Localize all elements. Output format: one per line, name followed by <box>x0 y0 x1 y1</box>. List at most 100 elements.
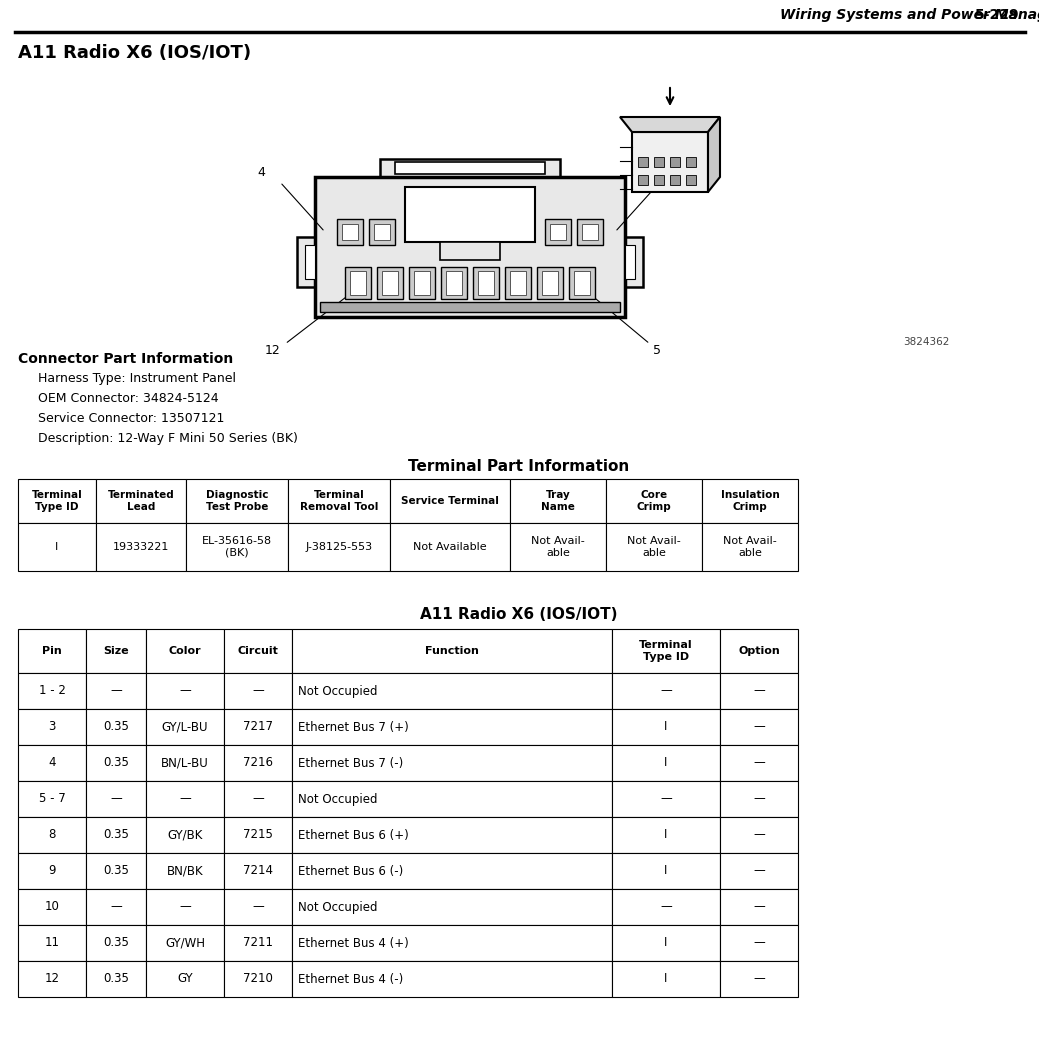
Bar <box>654 157 664 167</box>
Bar <box>720 961 798 997</box>
Bar <box>146 745 224 781</box>
Text: Core
Crimp: Core Crimp <box>637 491 671 512</box>
Bar <box>686 157 696 167</box>
Bar <box>337 219 363 245</box>
Bar <box>18 629 86 673</box>
Bar <box>315 177 625 317</box>
Text: I: I <box>664 721 668 733</box>
Text: 19333221: 19333221 <box>113 542 169 552</box>
Bar <box>720 709 798 745</box>
Bar <box>186 523 288 571</box>
Bar <box>702 523 798 571</box>
Bar <box>625 237 643 287</box>
Bar <box>510 523 606 571</box>
Text: —: — <box>110 684 122 698</box>
Bar <box>146 889 224 925</box>
Text: Ethernet Bus 6 (-): Ethernet Bus 6 (-) <box>298 865 403 877</box>
Bar <box>612 925 720 961</box>
Text: —: — <box>179 792 191 806</box>
Text: —: — <box>753 936 765 950</box>
Bar <box>720 629 798 673</box>
Bar <box>146 853 224 889</box>
Text: —: — <box>660 792 672 806</box>
Text: 7214: 7214 <box>243 865 273 877</box>
Bar <box>18 781 86 817</box>
Bar <box>224 961 292 997</box>
Bar <box>390 479 510 523</box>
Bar <box>315 177 625 317</box>
Bar <box>612 673 720 709</box>
Text: —: — <box>110 900 122 914</box>
Bar <box>292 709 612 745</box>
Bar <box>18 889 86 925</box>
Bar <box>537 267 563 299</box>
Text: 5 - 7: 5 - 7 <box>38 792 65 806</box>
Text: —: — <box>753 684 765 698</box>
Bar <box>510 271 526 295</box>
Text: 7211: 7211 <box>243 936 273 950</box>
Bar <box>86 745 146 781</box>
Bar <box>350 271 366 295</box>
Bar <box>606 479 702 523</box>
Text: 7216: 7216 <box>243 757 273 769</box>
Bar <box>288 479 390 523</box>
Bar <box>18 745 86 781</box>
Bar <box>292 889 612 925</box>
Bar <box>305 245 315 279</box>
Text: A11 Radio X6 (IOS/IOT): A11 Radio X6 (IOS/IOT) <box>18 44 251 62</box>
Bar <box>720 817 798 853</box>
Bar <box>292 673 612 709</box>
Bar <box>409 267 435 299</box>
Bar <box>720 925 798 961</box>
Bar <box>369 219 395 245</box>
Bar <box>146 709 224 745</box>
Text: 5-229: 5-229 <box>976 8 1020 22</box>
Polygon shape <box>708 117 720 192</box>
Text: Terminal
Type ID: Terminal Type ID <box>639 640 693 662</box>
Bar <box>224 745 292 781</box>
Bar <box>478 271 494 295</box>
Text: J-38125-553: J-38125-553 <box>305 542 373 552</box>
Text: Not Avail-
able: Not Avail- able <box>723 536 777 558</box>
Text: I: I <box>664 865 668 877</box>
Bar <box>612 853 720 889</box>
Bar <box>390 523 510 571</box>
Text: Ethernet Bus 6 (+): Ethernet Bus 6 (+) <box>298 829 408 841</box>
Text: 0.35: 0.35 <box>103 721 129 733</box>
Text: 0.35: 0.35 <box>103 865 129 877</box>
Bar <box>146 925 224 961</box>
Bar <box>374 224 390 240</box>
Text: Connector Part Information: Connector Part Information <box>18 352 233 366</box>
Text: 7210: 7210 <box>243 973 273 985</box>
Text: I: I <box>664 936 668 950</box>
Bar <box>18 673 86 709</box>
Bar <box>612 889 720 925</box>
Bar <box>18 817 86 853</box>
Bar <box>18 853 86 889</box>
Bar <box>86 889 146 925</box>
Bar <box>632 132 708 192</box>
Text: GY/BK: GY/BK <box>167 829 203 841</box>
Text: 0.35: 0.35 <box>103 973 129 985</box>
Text: GY/WH: GY/WH <box>165 936 205 950</box>
Bar <box>345 267 371 299</box>
Text: A11 Radio X6 (IOS/IOT): A11 Radio X6 (IOS/IOT) <box>420 607 618 622</box>
Text: —: — <box>179 684 191 698</box>
Text: Insulation
Crimp: Insulation Crimp <box>721 491 779 512</box>
Text: 4: 4 <box>257 166 265 178</box>
Bar <box>612 817 720 853</box>
Text: 0.35: 0.35 <box>103 936 129 950</box>
Text: —: — <box>753 973 765 985</box>
Bar <box>577 219 603 245</box>
Bar <box>224 889 292 925</box>
Bar <box>582 224 598 240</box>
Bar <box>224 629 292 673</box>
Bar <box>612 629 720 673</box>
Bar <box>342 224 358 240</box>
Text: —: — <box>753 829 765 841</box>
Text: 12: 12 <box>45 973 59 985</box>
Text: I: I <box>664 829 668 841</box>
Bar <box>224 781 292 817</box>
Text: Not Occupied: Not Occupied <box>298 792 377 806</box>
Bar <box>441 267 467 299</box>
